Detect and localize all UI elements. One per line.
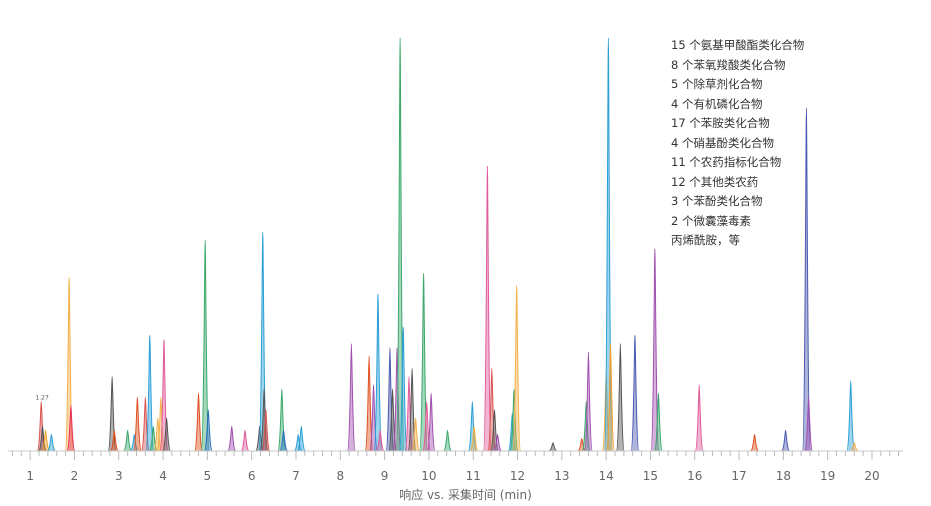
chromatogram-peak bbox=[46, 433, 56, 452]
chromatogram-peak bbox=[801, 107, 811, 452]
x-tick-label: 15 bbox=[643, 469, 658, 483]
x-tick-label: 12 bbox=[510, 469, 525, 483]
chromatogram-peak bbox=[373, 293, 383, 452]
x-tick-label: 5 bbox=[204, 469, 212, 483]
chromatogram-peak bbox=[846, 380, 856, 452]
chromatogram-peak bbox=[203, 409, 213, 452]
x-tick-label: 1 bbox=[26, 469, 34, 483]
legend-entry: 15 个氨基甲酸酯类化合物 bbox=[671, 38, 805, 52]
legend-entry: 12 个其他类农药 bbox=[671, 174, 759, 189]
x-tick-label: 19 bbox=[820, 469, 835, 483]
legend-entry: 17 个苯胺类化合物 bbox=[671, 116, 770, 130]
chromatogram-peak bbox=[398, 326, 408, 452]
legend-entry: 3 个苯酚类化合物 bbox=[671, 194, 763, 208]
chromatogram-peak bbox=[279, 429, 289, 452]
chromatogram-peak bbox=[422, 400, 432, 452]
chromatogram-peak bbox=[509, 388, 519, 452]
chromatogram-peak bbox=[148, 425, 158, 452]
chromatogram-peak bbox=[404, 376, 414, 452]
chromatogram-peak bbox=[392, 347, 402, 452]
chromatogram-peak bbox=[606, 343, 616, 452]
chromatogram-peak bbox=[293, 433, 303, 452]
chromatogram-peak bbox=[653, 392, 663, 452]
chromatogram-peak bbox=[140, 396, 150, 452]
chromatogram-peak bbox=[489, 409, 499, 452]
x-tick-label: 16 bbox=[687, 469, 702, 483]
chromatogram-peak bbox=[615, 343, 625, 452]
chromatogram-peak bbox=[482, 165, 492, 452]
chromatogram-peak bbox=[129, 433, 139, 452]
chromatogram-peak bbox=[583, 351, 593, 452]
x-tick-label: 14 bbox=[599, 469, 614, 483]
chromatogram-peak bbox=[694, 384, 704, 452]
x-tick-label: 2 bbox=[71, 469, 79, 483]
chromatogram-peak bbox=[407, 367, 417, 452]
chromatogram-peak bbox=[277, 388, 287, 452]
x-tick-label: 4 bbox=[159, 469, 167, 483]
chromatogram-peak bbox=[630, 334, 640, 452]
x-tick-label: 3 bbox=[115, 469, 123, 483]
chromatogram-peak bbox=[66, 405, 76, 452]
chromatogram-peak bbox=[364, 355, 374, 452]
chromatogram-peak bbox=[41, 429, 51, 452]
x-tick-label: 18 bbox=[776, 469, 791, 483]
chromatogram-peak bbox=[512, 285, 522, 452]
chromatogram-peak bbox=[426, 392, 436, 452]
compound-class-legend: 15 个氨基甲酸酯类化合物 8 个苯氧羧酸类化合物 5 个除草剂化合物 4 个有机磷化… bbox=[671, 36, 804, 251]
legend-entry: 8 个苯氧羧酸类化合物 bbox=[671, 57, 786, 72]
x-tick-label: 7 bbox=[292, 469, 300, 483]
chromatogram-peak bbox=[411, 417, 421, 452]
x-tick-label: 6 bbox=[248, 469, 256, 483]
x-tick-label: 11 bbox=[466, 469, 481, 483]
chromatogram-peak bbox=[369, 384, 379, 452]
chromatogram-peak bbox=[577, 438, 587, 452]
chromatogram-peak bbox=[487, 367, 497, 452]
chromatogram-peak bbox=[240, 429, 250, 452]
chromatogram-peak bbox=[162, 417, 172, 452]
chromatogram-peak bbox=[296, 425, 306, 452]
chromatogram-peak bbox=[194, 392, 204, 452]
chromatogram-peak bbox=[109, 429, 119, 452]
legend-entry: 4 个硝基酚类化合物 bbox=[671, 135, 774, 150]
legend-entry: 丙烯酰胺，等 bbox=[671, 233, 740, 247]
legend-entry: 5 个除草剂化合物 bbox=[671, 77, 763, 91]
chromatogram-peak bbox=[804, 396, 814, 452]
chromatogram-peak bbox=[38, 425, 48, 452]
chromatogram-peak bbox=[781, 429, 791, 452]
chromatogram-peak bbox=[123, 429, 133, 452]
chromatogram-peak bbox=[469, 425, 479, 452]
chromatogram-peak bbox=[385, 347, 395, 452]
chromatogram-peak bbox=[388, 388, 398, 452]
chromatogram-peak bbox=[548, 442, 558, 452]
x-tick-label: 10 bbox=[421, 469, 436, 483]
chromatogram-peak bbox=[132, 396, 142, 452]
chromatogram-peak bbox=[346, 343, 356, 452]
x-tick-label: 8 bbox=[336, 469, 344, 483]
chromatogram-peak bbox=[259, 388, 269, 452]
chromatogram-peak bbox=[603, 37, 613, 452]
chromatogram-peak bbox=[261, 409, 271, 452]
x-tick-label: 13 bbox=[554, 469, 569, 483]
peak-retention-label: 1.27 bbox=[35, 394, 49, 401]
chromatogram-peak bbox=[850, 442, 859, 452]
x-axis-label: 响应 vs. 采集时间 (min) bbox=[399, 488, 532, 502]
legend-entry: 2 个微囊藻毒素 bbox=[671, 213, 751, 228]
x-tick-label: 9 bbox=[381, 469, 389, 483]
chromatogram-peak bbox=[750, 433, 760, 452]
legend-entry: 11 个农药指标化合物 bbox=[671, 155, 782, 169]
x-tick-label: 20 bbox=[864, 469, 879, 483]
chromatogram-peak bbox=[159, 338, 169, 452]
chromatogram-peak bbox=[107, 376, 117, 452]
chromatogram-peak bbox=[227, 425, 237, 452]
x-tick-label: 17 bbox=[731, 469, 746, 483]
legend-entry: 4 个有机磷化合物 bbox=[671, 96, 763, 111]
chromatogram-peak bbox=[375, 429, 385, 452]
chromatogram-peak bbox=[493, 433, 503, 452]
chromatogram-peak bbox=[443, 429, 453, 452]
chromatogram-peak bbox=[156, 396, 166, 452]
chromatogram-peak bbox=[467, 400, 477, 452]
